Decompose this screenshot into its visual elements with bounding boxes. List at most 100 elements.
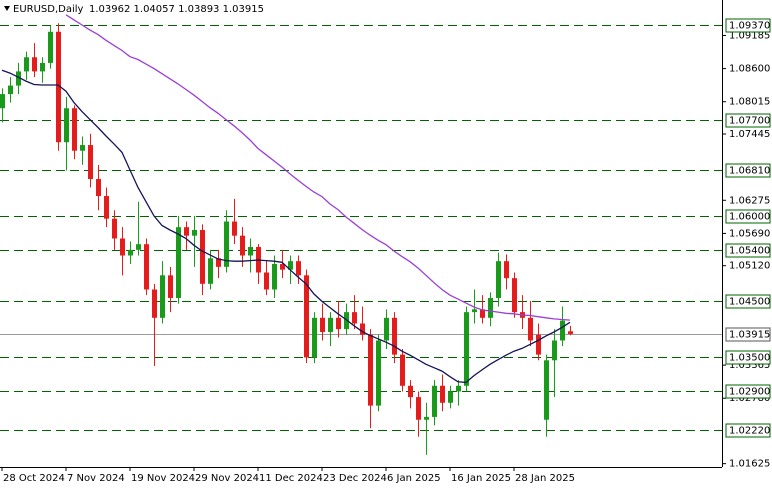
candle-body: [24, 57, 29, 72]
candle-body: [352, 312, 357, 324]
candle-body: [144, 244, 149, 290]
candle-body: [200, 230, 205, 284]
candle-body: [568, 331, 573, 334]
y-tick-label: 1.06275: [729, 195, 770, 206]
candle-body: [264, 272, 269, 290]
candle-body: [8, 85, 13, 95]
level-label-box: [725, 163, 771, 178]
candle-body: [192, 230, 197, 236]
x-tick-label: 28 Oct 2024: [3, 473, 65, 484]
level-label-box: [725, 384, 771, 399]
level-label: 1.09370: [729, 21, 770, 32]
candle-body: [48, 31, 53, 63]
candle-body: [136, 244, 141, 250]
candle-body: [392, 317, 397, 355]
y-tick-label: 1.05690: [729, 228, 770, 239]
candle-body: [152, 289, 157, 318]
candle-body: [320, 317, 325, 332]
level-label-box: [725, 113, 771, 128]
current-price-box: [725, 327, 771, 342]
candle-body: [240, 235, 245, 256]
y-tick-label: 1.08600: [729, 64, 770, 75]
candle-body: [88, 145, 93, 180]
candle-body: [232, 221, 237, 236]
candle-body: [120, 238, 125, 256]
candle-body: [528, 317, 533, 341]
level-label: 1.02900: [729, 387, 770, 398]
current-price-label: 1.03915: [729, 330, 770, 341]
x-tick-label: 19 Nov 2024: [131, 473, 195, 484]
candle-body: [496, 261, 501, 298]
candle-body: [376, 340, 381, 406]
candle-body: [408, 385, 413, 398]
candle-body: [368, 334, 373, 406]
candle-body: [16, 71, 21, 86]
candle-body: [296, 261, 301, 276]
candle-body: [272, 264, 277, 290]
y-tick-label: 1.08015: [729, 97, 770, 108]
ohlc-readout: 1.03962 1.04057 1.03893 1.03915: [89, 4, 264, 15]
candle-body: [112, 218, 117, 239]
candle-body: [0, 94, 5, 109]
x-tick-label: 7 Nov 2024: [67, 473, 125, 484]
x-tick-label: 28 Jan 2025: [515, 473, 575, 484]
level-label: 1.04500: [729, 297, 770, 308]
y-tick-label: 1.07445: [729, 129, 770, 140]
x-tick-label: 16 Jan 2025: [451, 473, 511, 484]
candle-body: [176, 227, 181, 298]
candle-body: [480, 309, 485, 318]
candle-body: [416, 397, 421, 420]
y-tick-label: 1.09185: [729, 30, 770, 41]
candle-body: [384, 317, 389, 341]
level-label-box: [725, 209, 771, 224]
candle-body: [464, 312, 469, 386]
candle-body: [80, 145, 85, 151]
y-tick-label: 1.03365: [729, 360, 770, 371]
chart-title: EURUSD,Daily: [13, 4, 84, 15]
candle-body: [224, 221, 229, 267]
level-label-box: [725, 423, 771, 438]
candle-body: [336, 317, 341, 330]
candle-body: [72, 108, 77, 151]
level-label: 1.03500: [729, 353, 770, 364]
level-label-box: [725, 18, 771, 33]
level-label: 1.02220: [729, 426, 770, 437]
candle-body: [512, 278, 517, 313]
level-label: 1.06810: [729, 166, 770, 177]
candle-body: [160, 275, 165, 318]
candle-body: [424, 416, 429, 420]
plot-area: [0, 14, 722, 455]
level-label-box: [725, 294, 771, 309]
candle-body: [456, 385, 461, 392]
symbol-menu-icon[interactable]: [4, 6, 10, 11]
y-tick-label: 1.02780: [729, 393, 770, 404]
candle-body: [216, 258, 221, 267]
moving-average-line: [65, 14, 571, 321]
candle-body: [304, 275, 309, 358]
candle-body: [400, 354, 405, 386]
level-label: 1.07700: [729, 116, 770, 127]
candle-body: [440, 385, 445, 403]
y-tick-label: 1.01625: [729, 459, 770, 470]
candle-body: [360, 323, 365, 335]
candle-body: [184, 227, 189, 236]
candle-body: [544, 360, 549, 420]
y-tick-label: 1.05120: [729, 261, 770, 272]
candle-body: [96, 179, 101, 197]
candle-body: [104, 196, 109, 219]
x-tick-label: 23 Dec 2024: [323, 473, 387, 484]
level-label-box: [725, 350, 771, 365]
x-tick-label: 11 Dec 2024: [259, 473, 323, 484]
candle-body: [288, 261, 293, 270]
candle-body: [312, 317, 317, 358]
candle-body: [128, 249, 133, 256]
candle-body: [168, 275, 173, 298]
candle-body: [432, 385, 437, 417]
candle-body: [40, 62, 45, 72]
candle-body: [560, 320, 565, 341]
candle-body: [504, 261, 509, 279]
candle-body: [536, 334, 541, 355]
candle-body: [64, 108, 69, 143]
candle-body: [552, 340, 557, 361]
